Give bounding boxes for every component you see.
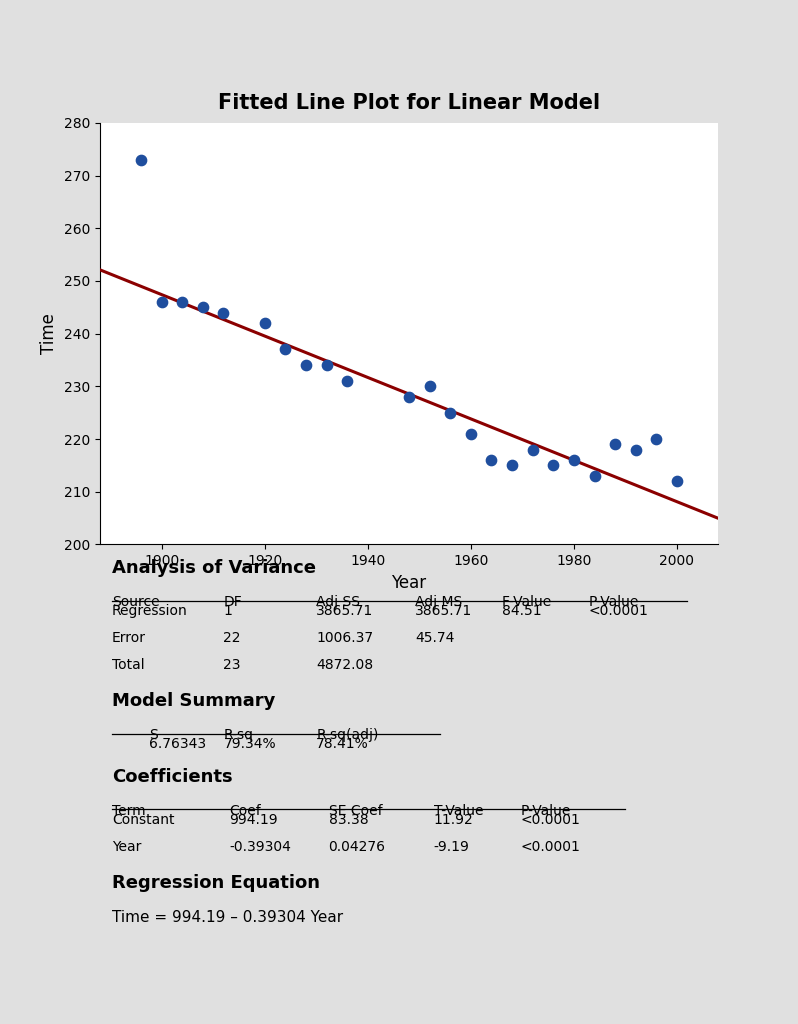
Point xyxy=(630,441,642,458)
Point xyxy=(527,441,539,458)
Text: 6.76343: 6.76343 xyxy=(149,737,207,752)
Text: R-sq(adj): R-sq(adj) xyxy=(316,728,378,742)
Text: 45.74: 45.74 xyxy=(415,631,455,645)
Text: P-Value: P-Value xyxy=(588,595,638,609)
Text: F-Value: F-Value xyxy=(502,595,552,609)
Text: Adj SS: Adj SS xyxy=(316,595,360,609)
Point xyxy=(320,357,333,374)
Point xyxy=(485,452,498,468)
Text: Regression Equation: Regression Equation xyxy=(112,873,320,892)
Point xyxy=(650,431,662,447)
Y-axis label: Time: Time xyxy=(40,313,58,354)
Text: -0.39304: -0.39304 xyxy=(230,840,291,854)
Point xyxy=(423,378,436,394)
Text: -9.19: -9.19 xyxy=(434,840,469,854)
Point xyxy=(567,452,580,468)
Text: <0.0001: <0.0001 xyxy=(520,813,580,826)
Text: Regression: Regression xyxy=(112,604,188,618)
Point xyxy=(464,426,477,442)
X-axis label: Year: Year xyxy=(391,573,427,592)
Text: 11.92: 11.92 xyxy=(434,813,473,826)
Text: 1: 1 xyxy=(223,604,232,618)
Text: 22: 22 xyxy=(223,631,241,645)
Text: Model Summary: Model Summary xyxy=(112,692,275,711)
Title: Fitted Line Plot for Linear Model: Fitted Line Plot for Linear Model xyxy=(218,93,600,113)
Text: 3865.71: 3865.71 xyxy=(316,604,373,618)
Text: DF: DF xyxy=(223,595,242,609)
Point xyxy=(609,436,622,453)
Point xyxy=(217,304,230,321)
Text: Term: Term xyxy=(112,804,146,817)
Point xyxy=(196,299,209,315)
Point xyxy=(259,315,271,332)
Point xyxy=(156,294,168,310)
Text: 994.19: 994.19 xyxy=(230,813,279,826)
Text: 1006.37: 1006.37 xyxy=(316,631,373,645)
Text: Time = 994.19 – 0.39304 Year: Time = 994.19 – 0.39304 Year xyxy=(112,909,343,925)
Text: 4872.08: 4872.08 xyxy=(316,658,373,672)
Text: 79.34%: 79.34% xyxy=(223,737,276,752)
Text: Year: Year xyxy=(112,840,141,854)
Text: Analysis of Variance: Analysis of Variance xyxy=(112,559,316,578)
Text: 78.41%: 78.41% xyxy=(316,737,369,752)
Text: SE Coef: SE Coef xyxy=(329,804,382,817)
Point xyxy=(341,373,354,389)
Point xyxy=(506,457,519,473)
Text: 3865.71: 3865.71 xyxy=(415,604,472,618)
Point xyxy=(176,294,188,310)
Text: <0.0001: <0.0001 xyxy=(520,840,580,854)
Text: Error: Error xyxy=(112,631,146,645)
Text: Source: Source xyxy=(112,595,160,609)
Text: 84.51: 84.51 xyxy=(502,604,541,618)
Text: Coefficients: Coefficients xyxy=(112,768,233,785)
Text: R-sq: R-sq xyxy=(223,728,254,742)
Point xyxy=(444,404,456,421)
Point xyxy=(299,357,312,374)
Point xyxy=(279,341,291,357)
Text: S: S xyxy=(149,728,158,742)
Text: Total: Total xyxy=(112,658,144,672)
Text: <0.0001: <0.0001 xyxy=(588,604,648,618)
Point xyxy=(135,152,148,168)
Text: T-Value: T-Value xyxy=(434,804,484,817)
Text: 23: 23 xyxy=(223,658,241,672)
Text: 83.38: 83.38 xyxy=(329,813,368,826)
Point xyxy=(547,457,559,473)
Point xyxy=(670,473,683,489)
Text: Constant: Constant xyxy=(112,813,175,826)
Text: 0.04276: 0.04276 xyxy=(329,840,385,854)
Text: Coef: Coef xyxy=(230,804,262,817)
Point xyxy=(403,389,416,406)
Text: Adj MS: Adj MS xyxy=(415,595,462,609)
Text: P-Value: P-Value xyxy=(520,804,571,817)
Point xyxy=(588,468,601,484)
